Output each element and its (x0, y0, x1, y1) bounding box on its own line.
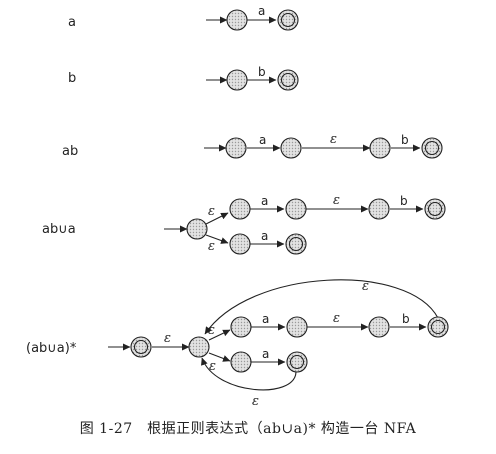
label-a: a (261, 194, 268, 208)
label-epsilon: ε (208, 239, 215, 254)
row-label-ab-union-a-star: (ab∪a)* (26, 341, 77, 356)
accept-ring (289, 354, 305, 370)
label-a: a (259, 133, 266, 147)
label-a: a (261, 229, 268, 243)
label-epsilon: ε (252, 394, 259, 409)
nfa-state (229, 233, 251, 255)
accept-ring (280, 12, 296, 28)
accept-state (277, 9, 299, 31)
nfa-state (186, 218, 208, 240)
accept-state (424, 198, 446, 220)
accept-ring (280, 72, 296, 88)
accept-ring (430, 319, 446, 335)
label-epsilon: ε (209, 359, 216, 374)
label-b: b (402, 312, 410, 326)
nfa-state (368, 198, 390, 220)
label-a: a (258, 4, 265, 18)
nfa-state (225, 137, 247, 159)
label-a: a (262, 312, 269, 326)
accept-state (427, 316, 449, 338)
nfa-state (285, 198, 307, 220)
transition-edge (208, 329, 231, 341)
accept-state (130, 336, 152, 358)
label-b: b (401, 133, 409, 147)
accept-state (285, 233, 307, 255)
figure-caption: 图 1-27 根据正则表达式（ab∪a)* 构造一台 NFA (79, 421, 417, 437)
label-epsilon: ε (330, 132, 337, 147)
row-label-ab-union-a: ab∪a (42, 222, 76, 237)
accept-ring (427, 201, 443, 217)
nfa-state (286, 316, 308, 338)
label-a: a (262, 347, 269, 361)
label-epsilon: ε (164, 331, 171, 346)
label-epsilon: ε (333, 311, 340, 326)
nfa-state (226, 9, 248, 31)
nfa-state (280, 137, 302, 159)
label-epsilon: ε (208, 204, 215, 219)
accept-ring (133, 339, 149, 355)
row-label-b: b (68, 71, 76, 86)
transition-edge (205, 212, 229, 225)
nfa-state (368, 316, 390, 338)
row-label-a: a (68, 15, 76, 30)
nfa-state (230, 351, 252, 373)
loop-back-edge (204, 279, 439, 335)
label-b: b (258, 65, 266, 79)
label-epsilon: ε (208, 323, 215, 338)
transition-edge (205, 234, 229, 244)
nfa-state (226, 69, 248, 91)
nfa-state (188, 336, 210, 358)
accept-state (286, 351, 308, 373)
accept-ring (288, 236, 304, 252)
loop-back-edge (201, 357, 297, 391)
label-epsilon: ε (333, 193, 340, 208)
accept-state (421, 137, 443, 159)
nfa-state (230, 316, 252, 338)
label-epsilon: ε (362, 279, 369, 294)
accept-state (277, 69, 299, 91)
nfa-state (229, 198, 251, 220)
accept-ring (424, 140, 440, 156)
nfa-state (369, 137, 391, 159)
row-label-ab: ab (62, 144, 78, 159)
label-b: b (400, 194, 408, 208)
transition-edge (208, 352, 231, 362)
